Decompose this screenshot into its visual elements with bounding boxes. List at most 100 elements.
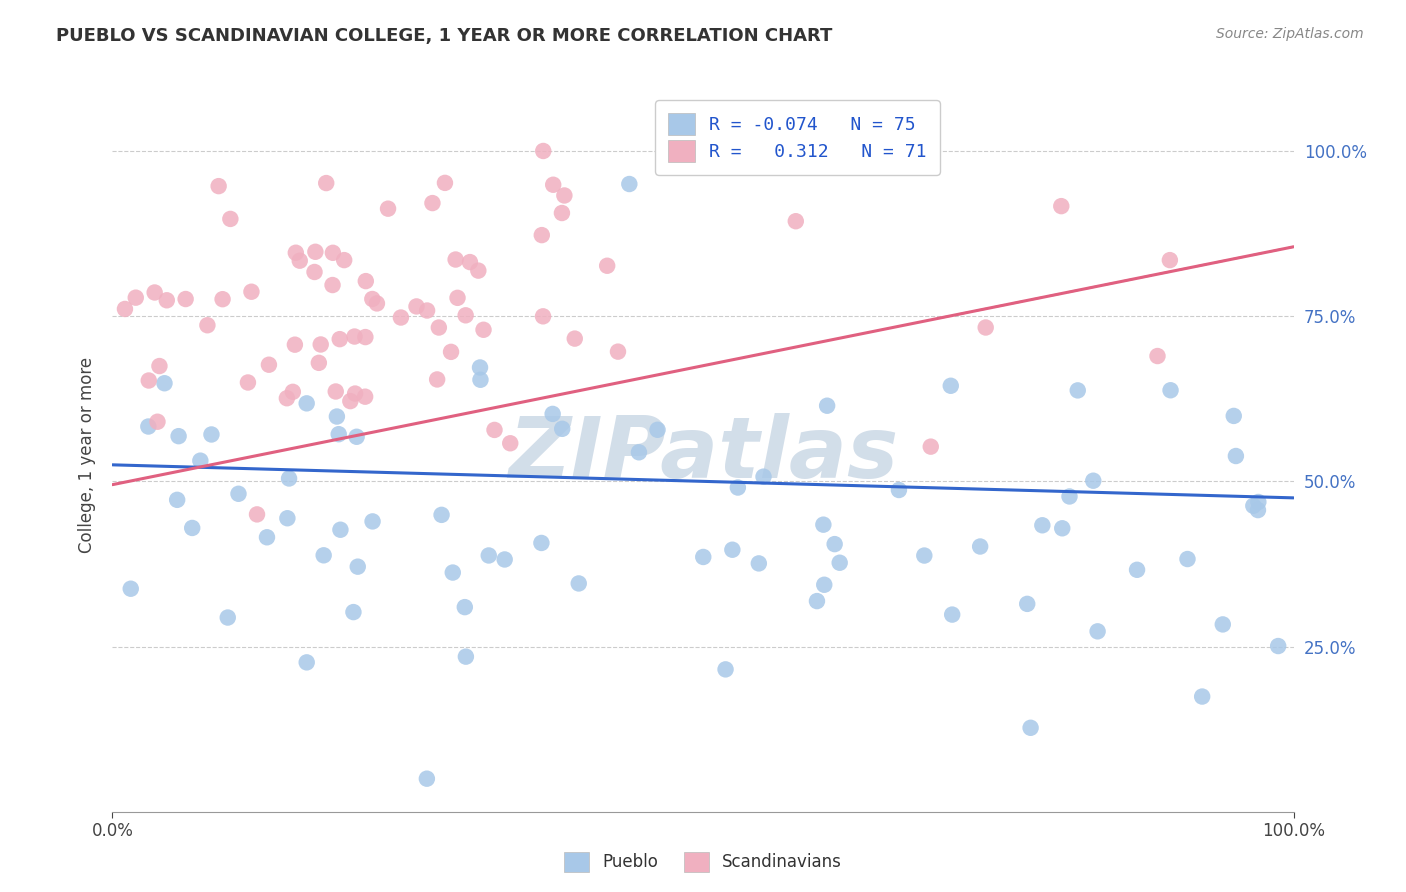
Point: [322, 245, 344, 260]
Point: [246, 508, 269, 522]
Point: [470, 373, 492, 387]
Text: ZIPatlas: ZIPatlas: [508, 413, 898, 497]
Point: [607, 344, 630, 359]
Point: [1247, 503, 1270, 517]
Text: Source: ZipAtlas.com: Source: ZipAtlas.com: [1216, 27, 1364, 41]
Point: [813, 517, 835, 532]
Point: [440, 344, 463, 359]
Point: [1087, 624, 1109, 639]
Point: [627, 445, 650, 459]
Point: [1019, 721, 1042, 735]
Point: [346, 559, 368, 574]
Point: [806, 594, 828, 608]
Point: [295, 656, 318, 670]
Point: [454, 308, 477, 322]
Point: [1031, 518, 1053, 533]
Text: PUEBLO VS SCANDINAVIAN COLLEGE, 1 YEAR OR MORE CORRELATION CHART: PUEBLO VS SCANDINAVIAN COLLEGE, 1 YEAR O…: [56, 27, 832, 45]
Point: [551, 422, 574, 436]
Point: [1177, 552, 1199, 566]
Point: [468, 360, 491, 375]
Point: [828, 556, 851, 570]
Point: [138, 374, 160, 388]
Point: [181, 521, 204, 535]
Point: [326, 409, 349, 424]
Point: [377, 202, 399, 216]
Point: [276, 391, 298, 405]
Point: [815, 399, 838, 413]
Point: [342, 605, 364, 619]
Point: [467, 263, 489, 277]
Point: [1222, 409, 1244, 423]
Point: [361, 292, 384, 306]
Point: [427, 320, 450, 334]
Point: [256, 530, 278, 544]
Point: [416, 772, 439, 786]
Point: [146, 415, 169, 429]
Point: [156, 293, 179, 308]
Point: [692, 549, 714, 564]
Point: [714, 662, 737, 676]
Point: [472, 323, 495, 337]
Point: [444, 252, 467, 267]
Point: [325, 384, 347, 399]
Point: [974, 320, 997, 334]
Point: [454, 649, 477, 664]
Point: [530, 536, 553, 550]
Point: [197, 318, 219, 333]
Point: [354, 274, 377, 288]
Point: [1191, 690, 1213, 704]
Point: [1212, 617, 1234, 632]
Point: [912, 549, 935, 563]
Point: [1241, 499, 1264, 513]
Point: [304, 244, 326, 259]
Point: [499, 436, 522, 450]
Point: [441, 566, 464, 580]
Point: [446, 291, 468, 305]
Point: [236, 376, 259, 390]
Point: [541, 407, 564, 421]
Point: [433, 176, 456, 190]
Point: [454, 600, 477, 615]
Point: [721, 542, 744, 557]
Point: [478, 549, 501, 563]
Point: [564, 332, 586, 346]
Point: [969, 540, 991, 554]
Point: [288, 253, 311, 268]
Point: [200, 427, 222, 442]
Point: [308, 356, 330, 370]
Point: [596, 259, 619, 273]
Point: [143, 285, 166, 300]
Point: [315, 176, 337, 190]
Point: [166, 492, 188, 507]
Point: [531, 310, 554, 324]
Point: [727, 481, 749, 495]
Point: [941, 607, 963, 622]
Y-axis label: College, 1 year or more: College, 1 year or more: [77, 357, 96, 553]
Point: [211, 292, 233, 306]
Point: [1126, 563, 1149, 577]
Point: [120, 582, 142, 596]
Point: [541, 178, 564, 192]
Point: [553, 188, 575, 202]
Legend: Pueblo, Scandinavians: Pueblo, Scandinavians: [551, 838, 855, 886]
Point: [228, 487, 250, 501]
Point: [328, 427, 350, 442]
Point: [339, 394, 361, 409]
Point: [1247, 495, 1270, 509]
Point: [284, 337, 307, 351]
Point: [257, 358, 280, 372]
Point: [125, 291, 148, 305]
Point: [1159, 253, 1181, 268]
Point: [361, 515, 384, 529]
Point: [276, 511, 298, 525]
Point: [458, 255, 481, 269]
Point: [1160, 384, 1182, 398]
Point: [531, 144, 554, 158]
Point: [354, 390, 377, 404]
Point: [785, 214, 807, 228]
Point: [530, 228, 553, 243]
Point: [295, 396, 318, 410]
Point: [309, 337, 332, 351]
Point: [422, 196, 444, 211]
Point: [343, 329, 366, 343]
